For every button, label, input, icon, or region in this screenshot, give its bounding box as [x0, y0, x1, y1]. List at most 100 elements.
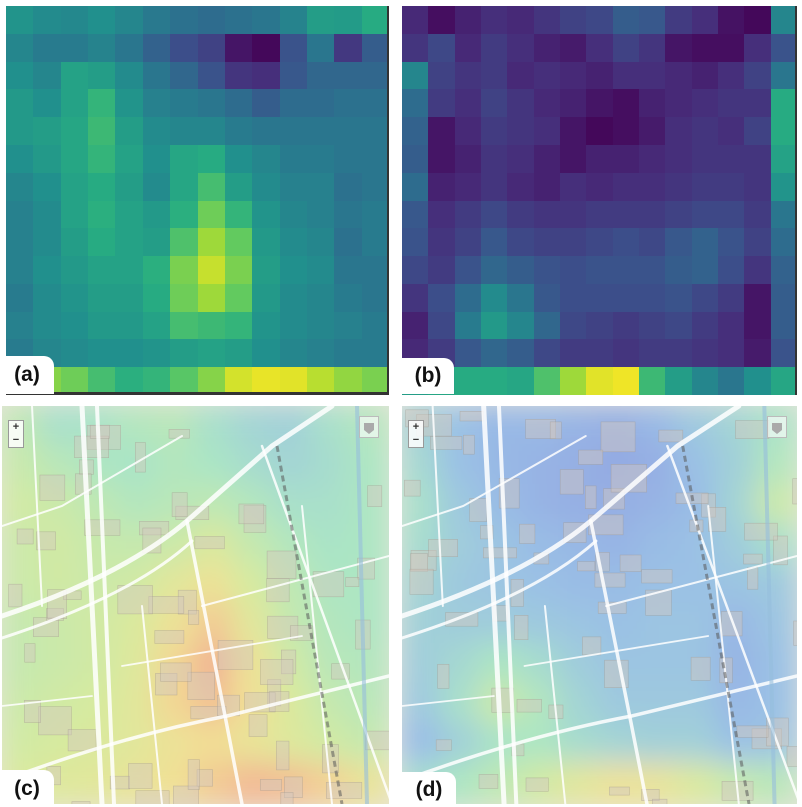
heatmap-a-cell: [197, 256, 225, 284]
heatmap-b-cell: [533, 256, 560, 284]
heatmap-a-cell: [197, 117, 225, 145]
heatmap-a-cell: [170, 311, 198, 340]
heatmap-b-cell: [691, 6, 718, 34]
heatmap-b-cell: [718, 61, 745, 90]
heatmap-b-cell: [639, 117, 666, 145]
heatmap-a-cell: [197, 339, 225, 368]
heatmap-a-cell: [115, 117, 143, 145]
heatmap-a-cell: [197, 228, 225, 257]
zoom-out-button[interactable]: −: [12, 434, 20, 446]
heatmap-a-cell: [361, 256, 389, 284]
heatmap-b-cell: [612, 339, 639, 368]
zoom-in-button[interactable]: +: [412, 421, 420, 433]
heatmap-a-cell: [33, 33, 61, 62]
heatmap-a-cell: [224, 200, 253, 229]
heatmap-a-cell: [6, 200, 34, 229]
heatmap-a-cell: [252, 256, 280, 284]
zoom-in-button[interactable]: +: [12, 421, 20, 433]
heatmap-b-cell: [639, 33, 666, 62]
heatmap-b-cell: [639, 6, 666, 34]
heatmap-panel-b: [402, 6, 797, 395]
heatmap-a-cell: [170, 283, 198, 312]
heatmap-b-cell: [770, 89, 797, 118]
heatmap-panel-a: [6, 6, 389, 395]
heatmap-a-cell: [197, 61, 225, 90]
heatmap-b-cell: [612, 283, 639, 312]
heatmap-b-cell: [481, 117, 508, 145]
heatmap-b-cell: [770, 144, 797, 173]
heatmap-a-cell: [197, 172, 225, 201]
heatmap-a-cell: [115, 367, 143, 395]
heatmap-b-cell: [665, 283, 692, 312]
heatmap-a-cell: [142, 367, 171, 395]
heatmap-b-cell: [639, 144, 666, 173]
heatmap-a-cell: [115, 200, 143, 229]
heatmap-b-cell: [533, 228, 560, 257]
heatmap-b-cell: [402, 311, 429, 340]
heatmap-b-cell: [718, 6, 745, 34]
heatmap-b-cell: [770, 33, 797, 62]
heatmap-b-cell: [744, 61, 771, 90]
heatmap-b-cell: [560, 144, 587, 173]
heatmap-b-cell: [744, 283, 771, 312]
heatmap-a-cell: [252, 367, 280, 395]
heatmap-b-cell: [560, 89, 587, 118]
heatmap-b-cell: [560, 200, 587, 229]
heatmap-b-cell: [507, 172, 534, 201]
heatmap-a-cell: [33, 6, 61, 34]
heatmap-a-cell: [252, 6, 280, 34]
map-panel-d[interactable]: + −: [402, 406, 797, 804]
heatmap-a-cell: [279, 228, 307, 257]
heatmap-a-cell: [60, 61, 89, 90]
zoom-out-button[interactable]: −: [412, 434, 420, 446]
heatmap-b-cell: [665, 256, 692, 284]
heatmap-b-cell: [770, 283, 797, 312]
heatmap-a-cell: [88, 256, 116, 284]
heatmap-b-cell: [560, 283, 587, 312]
heatmap-a-cell: [88, 33, 116, 62]
heatmap-a-cell: [6, 256, 34, 284]
heatmap-a-cell: [252, 33, 280, 62]
heatmap-a-cell: [88, 144, 116, 173]
heatmap-a-cell: [6, 117, 34, 145]
heatmap-b-cell: [533, 6, 560, 34]
heatmap-a-cell: [197, 6, 225, 34]
heatmap-a-cell: [88, 89, 116, 118]
heatmap-a-cell: [224, 33, 253, 62]
heatmap-b-cell: [612, 6, 639, 34]
map-overlay-d: [402, 406, 797, 804]
heatmap-b-cell: [718, 283, 745, 312]
heatmap-b-cell: [533, 117, 560, 145]
heatmap-b-cell: [586, 311, 613, 340]
heatmap-b-cell: [691, 61, 718, 90]
heatmap-a-cell: [33, 200, 61, 229]
heatmap-a-cell: [88, 200, 116, 229]
heatmap-b-cell: [507, 33, 534, 62]
heatmap-b-cell: [691, 228, 718, 257]
heatmap-b-cell: [639, 228, 666, 257]
heatmap-b-cell: [533, 33, 560, 62]
layers-control-d[interactable]: [767, 416, 787, 438]
heatmap-b-cell: [744, 89, 771, 118]
heatmap-a-cell: [306, 89, 335, 118]
heatmap-b-cell: [402, 228, 429, 257]
heatmap-a-cell: [60, 367, 89, 395]
heatmap-a-cell: [170, 256, 198, 284]
heatmap-a-cell: [33, 283, 61, 312]
heatmap-b-cell: [718, 33, 745, 62]
heatmap-a-cell: [6, 6, 34, 34]
heatmap-a-cell: [334, 172, 362, 201]
heatmap-b-cell: [770, 367, 797, 395]
heatmap-a-cell: [115, 6, 143, 34]
heatmap-b-cell: [665, 339, 692, 368]
heatmap-a-cell: [279, 283, 307, 312]
heatmap-b-cell: [718, 367, 745, 395]
heatmap-a-cell: [170, 117, 198, 145]
heatmap-b-cell: [612, 228, 639, 257]
heatmap-b-cell: [481, 339, 508, 368]
map-panel-c[interactable]: + −: [2, 406, 389, 804]
heatmap-a-cell: [361, 89, 389, 118]
heatmap-a-cell: [170, 200, 198, 229]
heatmap-a-cell: [279, 367, 307, 395]
layers-control-c[interactable]: [359, 416, 379, 438]
